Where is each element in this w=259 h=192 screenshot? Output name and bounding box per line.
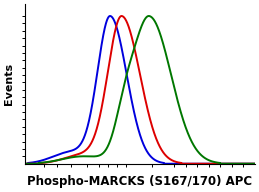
X-axis label: Phospho-MARCKS (S167/170) APC: Phospho-MARCKS (S167/170) APC xyxy=(27,175,253,188)
Y-axis label: Events: Events xyxy=(4,63,14,105)
